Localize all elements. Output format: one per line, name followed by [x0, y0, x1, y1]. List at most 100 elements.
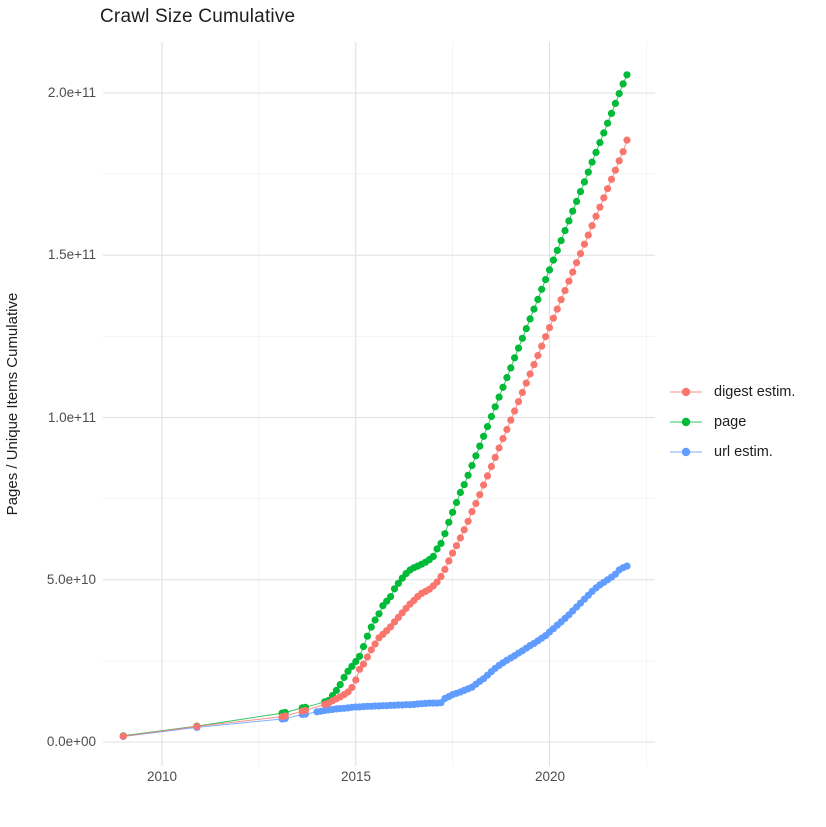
data-point-digest-estim — [514, 398, 523, 406]
legend-label-page: page — [714, 414, 747, 430]
data-point-digest-estim — [460, 526, 468, 534]
data-point-digest-estim — [518, 388, 527, 397]
data-point-page — [522, 325, 530, 333]
data-point-page — [507, 364, 515, 372]
data-point-digest-estim — [526, 370, 534, 378]
data-point-page — [437, 539, 445, 548]
data-point-digest-estim — [534, 351, 542, 360]
data-point-page — [607, 109, 616, 117]
data-point-digest-estim — [437, 572, 445, 581]
data-point-page — [580, 178, 589, 186]
legend-label-digest: digest estim. — [714, 384, 796, 400]
data-point-page — [487, 412, 495, 421]
data-point-digest-estim — [452, 542, 461, 550]
data-point-page — [429, 552, 437, 561]
data-point-digest-estim — [387, 623, 395, 631]
data-point-page — [495, 393, 503, 401]
data-point-page — [483, 423, 492, 431]
data-point-page — [530, 305, 538, 313]
data-point-page — [619, 80, 627, 88]
data-point-digest-estim — [352, 676, 360, 684]
legend-label-url: url estim. — [714, 444, 773, 460]
data-point-digest-estim — [604, 185, 612, 193]
data-point-page — [464, 471, 472, 479]
legend-entry-page: page — [668, 407, 795, 437]
data-point-digest-estim — [503, 425, 511, 434]
data-point-digest-estim — [468, 508, 476, 516]
data-point-digest-estim — [441, 565, 449, 574]
data-point-digest-estim — [367, 646, 375, 654]
y-axis-title: Pages / Unique Items Cumulative — [4, 292, 21, 516]
data-point-page — [480, 432, 488, 440]
data-point-digest-estim — [545, 324, 554, 332]
data-point-digest-estim — [445, 557, 453, 565]
data-point-page — [491, 403, 499, 411]
data-point-digest-estim — [549, 314, 558, 322]
data-point-digest-estim — [596, 203, 604, 211]
data-point-digest-estim — [600, 194, 608, 202]
data-point-page — [526, 315, 534, 323]
data-point-page — [569, 207, 577, 215]
data-point-digest-estim — [495, 444, 503, 452]
data-point-page — [503, 374, 511, 382]
data-point-digest-estim — [553, 305, 561, 313]
data-point-page — [611, 99, 620, 107]
legend-entry-digest: digest estim. — [668, 377, 795, 407]
data-point-digest-estim — [119, 732, 127, 740]
data-point-url-estim — [623, 562, 631, 570]
data-point-page — [433, 545, 441, 553]
data-point-digest-estim — [615, 157, 623, 165]
data-point-digest-estim — [580, 240, 589, 248]
data-point-digest-estim — [507, 416, 515, 424]
data-point-digest-estim — [301, 706, 309, 715]
legend-key-digest-icon — [670, 387, 702, 397]
data-point-page — [363, 632, 371, 640]
data-point-page — [336, 681, 344, 689]
data-point-page — [468, 461, 476, 470]
data-point-digest-estim — [576, 250, 585, 258]
data-point-digest-estim — [592, 212, 600, 220]
data-point-page — [557, 237, 565, 245]
data-point-digest-estim — [449, 549, 457, 557]
chart-title: Crawl Size Cumulative — [100, 6, 296, 27]
data-point-page — [561, 227, 569, 235]
data-point-digest-estim — [522, 379, 530, 387]
data-point-digest-estim — [472, 499, 480, 508]
data-point-page — [600, 129, 608, 137]
data-point-digest-estim — [491, 453, 499, 461]
data-point-page — [456, 488, 464, 497]
data-point-page — [476, 442, 484, 450]
x-tick-label-2020: 2020 — [534, 769, 566, 784]
data-point-digest-estim — [359, 660, 368, 668]
data-point-digest-estim — [281, 712, 289, 720]
data-point-page — [367, 623, 375, 631]
y-tick-label-15e11: 1.5e+11 — [47, 247, 96, 262]
data-point-digest-estim — [557, 296, 565, 304]
data-point-digest-estim — [623, 136, 631, 144]
data-point-digest-estim — [371, 640, 379, 648]
data-point-digest-estim — [464, 517, 472, 525]
data-point-page — [387, 593, 395, 601]
data-point-page — [390, 585, 399, 593]
y-tick-label-1e11: 1.0e+11 — [47, 410, 96, 425]
data-point-digest-estim — [487, 462, 495, 471]
data-point-page — [615, 90, 623, 98]
data-point-page — [576, 188, 585, 196]
legend-key-page-icon — [670, 417, 702, 427]
data-point-page — [514, 344, 523, 352]
data-point-digest-estim — [480, 481, 488, 489]
data-point-digest-estim — [499, 435, 507, 443]
data-point-page — [542, 276, 550, 284]
data-point-page — [356, 652, 364, 660]
legend-key-url-icon — [670, 447, 702, 457]
x-tick-label-2015: 2015 — [340, 769, 372, 784]
data-point-page — [340, 673, 348, 682]
data-point-digest-estim — [510, 407, 519, 415]
data-point-page — [452, 498, 461, 507]
data-point-digest-estim — [611, 166, 620, 174]
data-point-page — [359, 643, 368, 651]
data-point-digest-estim — [483, 472, 492, 480]
data-point-page — [565, 217, 573, 225]
